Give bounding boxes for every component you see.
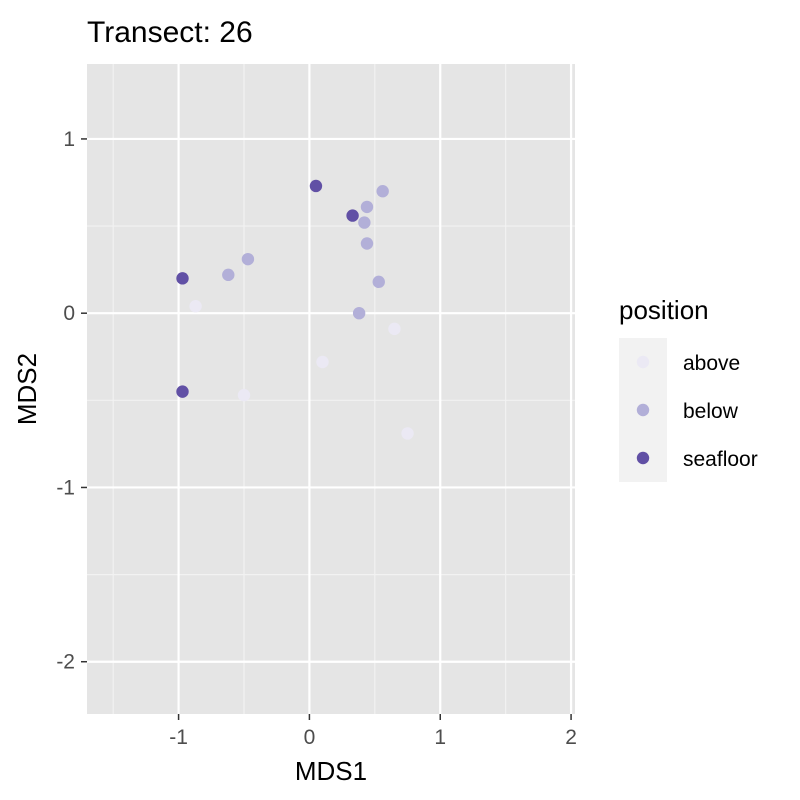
legend-title: position bbox=[619, 295, 709, 325]
y-tick-label: -2 bbox=[56, 651, 75, 674]
point-seafloor bbox=[309, 179, 323, 193]
legend-label-below: below bbox=[683, 400, 739, 423]
legend-label-seafloor: seafloor bbox=[683, 448, 758, 471]
point-seafloor bbox=[176, 272, 189, 285]
point-above bbox=[401, 427, 414, 440]
x-tick-label: 2 bbox=[565, 726, 577, 749]
point-below bbox=[352, 306, 366, 320]
point-below bbox=[358, 216, 371, 229]
plot-panel bbox=[87, 64, 575, 714]
legend: position above below seafloor bbox=[619, 295, 758, 482]
point-below bbox=[222, 268, 235, 282]
data-points bbox=[176, 179, 414, 440]
point-below bbox=[372, 275, 385, 289]
x-tick-label: 1 bbox=[434, 726, 446, 749]
point-above bbox=[388, 322, 401, 336]
point-seafloor bbox=[176, 385, 189, 398]
legend-items: above below seafloor bbox=[636, 352, 758, 471]
point-seafloor bbox=[346, 209, 359, 222]
chart-title: Transect: 26 bbox=[87, 16, 253, 49]
point-below bbox=[241, 252, 255, 266]
legend-label-above: above bbox=[683, 352, 740, 375]
point-below bbox=[376, 185, 389, 198]
point-above bbox=[316, 355, 329, 369]
y-tick-label: 0 bbox=[63, 302, 75, 325]
grid-minor bbox=[87, 64, 575, 714]
x-axis-title: MDS1 bbox=[295, 756, 367, 786]
y-axis-ticks: -2 -1 0 1 bbox=[56, 128, 87, 674]
point-above bbox=[237, 388, 251, 402]
y-tick-label: 1 bbox=[63, 128, 75, 151]
point-above bbox=[189, 300, 202, 313]
y-tick-label: -1 bbox=[56, 476, 75, 499]
legend-key-seafloor bbox=[636, 451, 650, 465]
legend-key-below bbox=[636, 403, 650, 417]
x-tick-label: -1 bbox=[169, 726, 188, 749]
x-tick-label: 0 bbox=[304, 726, 316, 749]
point-below bbox=[360, 237, 374, 250]
point-below bbox=[360, 200, 374, 214]
y-axis-title: MDS2 bbox=[12, 353, 42, 425]
x-axis-ticks: -1 0 1 2 bbox=[169, 714, 577, 749]
legend-key-above bbox=[636, 355, 650, 369]
grid-major bbox=[87, 64, 575, 714]
